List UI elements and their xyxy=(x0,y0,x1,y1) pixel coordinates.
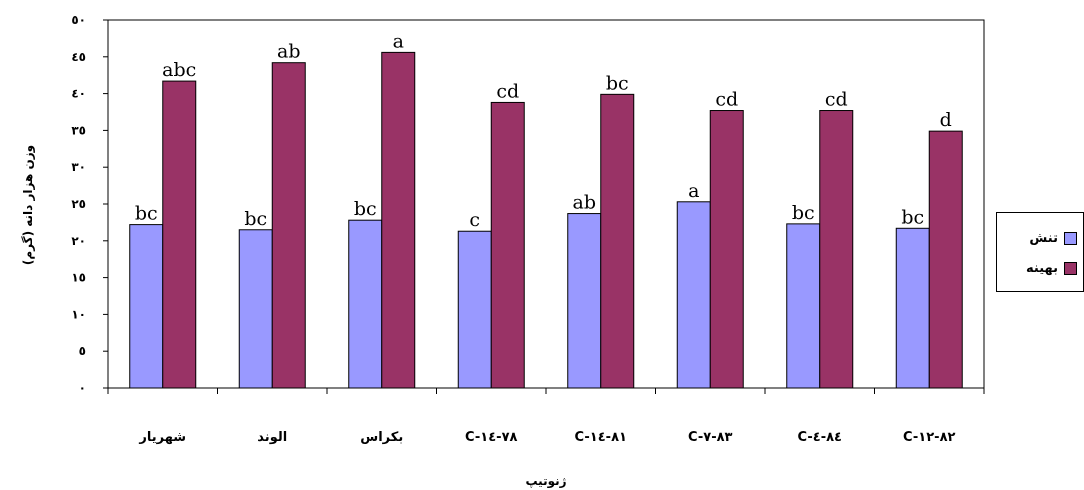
bar-optimal xyxy=(928,130,963,389)
label-optimal: bc xyxy=(606,72,629,94)
legend-label-optimal: بهینه xyxy=(1026,261,1058,276)
y-tick-label: ١٠ xyxy=(71,307,86,321)
label-optimal: abc xyxy=(162,59,196,81)
bar-optimal xyxy=(490,101,525,389)
x-axis: شهریار الوند بکراس C-٧٨-١٤ C-٨١-١٤ C-٨٣-٧ C-٨٤… xyxy=(107,388,985,445)
bar-stress xyxy=(895,227,930,389)
y-tick-label: ٥ xyxy=(79,344,86,358)
label-stress: bc xyxy=(901,206,924,228)
bar-stress xyxy=(129,224,164,389)
label-optimal: a xyxy=(393,30,404,52)
legend-label-stress: تنش xyxy=(1029,231,1058,246)
bar-stress xyxy=(676,201,711,389)
y-tick-label: ١٥ xyxy=(71,271,86,285)
x-tick-label: C-٨٤-٤ xyxy=(798,430,842,445)
x-axis-title: ژنوتیپ xyxy=(525,474,566,489)
bar-stress xyxy=(348,219,383,389)
x-tick-label: الوند xyxy=(257,430,287,445)
y-tick-label: ٤٠ xyxy=(71,87,86,101)
label-optimal: cd xyxy=(715,89,738,111)
bars xyxy=(129,51,963,389)
label-optimal: cd xyxy=(496,80,519,102)
bar-optimal xyxy=(709,110,744,389)
bar-optimal xyxy=(162,80,197,389)
label-optimal: cd xyxy=(825,89,848,111)
y-tick-label: ٢٠ xyxy=(71,234,86,248)
bar-optimal xyxy=(600,93,635,389)
legend-item-optimal: بهینه xyxy=(1026,261,1077,276)
legend-item-stress: تنش xyxy=(1029,231,1077,246)
x-tick-label: C-٨٣-٧ xyxy=(688,430,733,445)
x-tick-label: C-٨١-١٤ xyxy=(575,430,627,445)
bar-stress xyxy=(238,229,273,389)
y-tick-label: ٣٥ xyxy=(71,123,86,137)
label-stress: bc xyxy=(354,198,377,220)
legend: تنش بهینه xyxy=(996,212,1084,292)
y-tick-label: ٤٥ xyxy=(71,50,86,64)
x-tick-label: C-٧٨-١٤ xyxy=(465,430,517,445)
y-axis-title: وزن هزار دانه (گرم) xyxy=(21,145,36,265)
significance-labels: bc abc bc ab bc a c cd ab bc a cd bc cd bc d xyxy=(135,30,952,231)
label-stress: bc xyxy=(135,203,158,225)
bar-stress xyxy=(457,230,492,389)
bar-optimal xyxy=(381,51,416,389)
label-optimal: ab xyxy=(277,41,301,63)
label-stress: ab xyxy=(573,192,597,214)
x-tick-label: C-٨٢-١٢ xyxy=(903,430,955,445)
label-stress: a xyxy=(688,180,699,202)
y-tick-label: ٢٥ xyxy=(71,197,86,211)
bar-optimal xyxy=(819,110,854,389)
y-axis: ٠ ٥ ١٠ ١٥ ٢٠ ٢٥ ٣٠ ٣٥ ٤٠ ٤٥ ٥٠ xyxy=(71,13,108,395)
y-tick-label: ٣٠ xyxy=(71,160,86,174)
label-stress: bc xyxy=(792,202,815,224)
label-stress: bc xyxy=(244,208,267,230)
bar-stress xyxy=(567,213,602,389)
label-optimal: d xyxy=(940,109,952,131)
label-stress: c xyxy=(469,209,480,231)
bar-optimal xyxy=(271,62,306,389)
y-tick-label: ٥٠ xyxy=(71,13,86,27)
x-tick-label: شهریار xyxy=(138,430,186,445)
legend-swatch-stress xyxy=(1064,232,1077,245)
x-tick-label: بکراس xyxy=(360,430,403,445)
legend-swatch-optimal xyxy=(1064,262,1077,275)
bar-stress xyxy=(786,223,821,389)
y-tick-label: ٠ xyxy=(79,381,86,395)
